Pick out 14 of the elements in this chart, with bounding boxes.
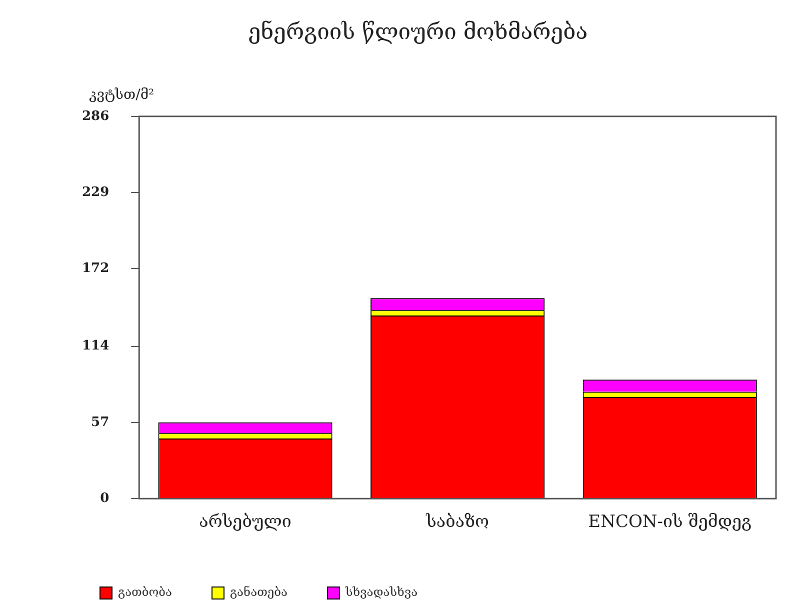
y-tick-label: 172 xyxy=(82,261,110,276)
y-tick-label: 0 xyxy=(100,490,110,506)
chart-title: ენერგიის წლიური მოხმარება xyxy=(248,20,588,45)
x-tick-label: საბაზო xyxy=(425,512,490,532)
x-tick-label: არსებული xyxy=(199,512,292,532)
y-tick-label: 114 xyxy=(82,338,110,354)
x-tick-label: ENCON-ის შემდეგ xyxy=(588,512,752,532)
y-tick-label: 229 xyxy=(82,184,110,200)
legend-label: გათბობა xyxy=(118,585,172,600)
legend-label: განათება xyxy=(230,585,288,600)
y-tick-label: 57 xyxy=(91,414,110,430)
y-axis-title: კვტსთ/მ² xyxy=(89,87,154,104)
legend-label: სხვადასხვა xyxy=(344,585,418,600)
y-tick-label: 286 xyxy=(82,108,110,124)
